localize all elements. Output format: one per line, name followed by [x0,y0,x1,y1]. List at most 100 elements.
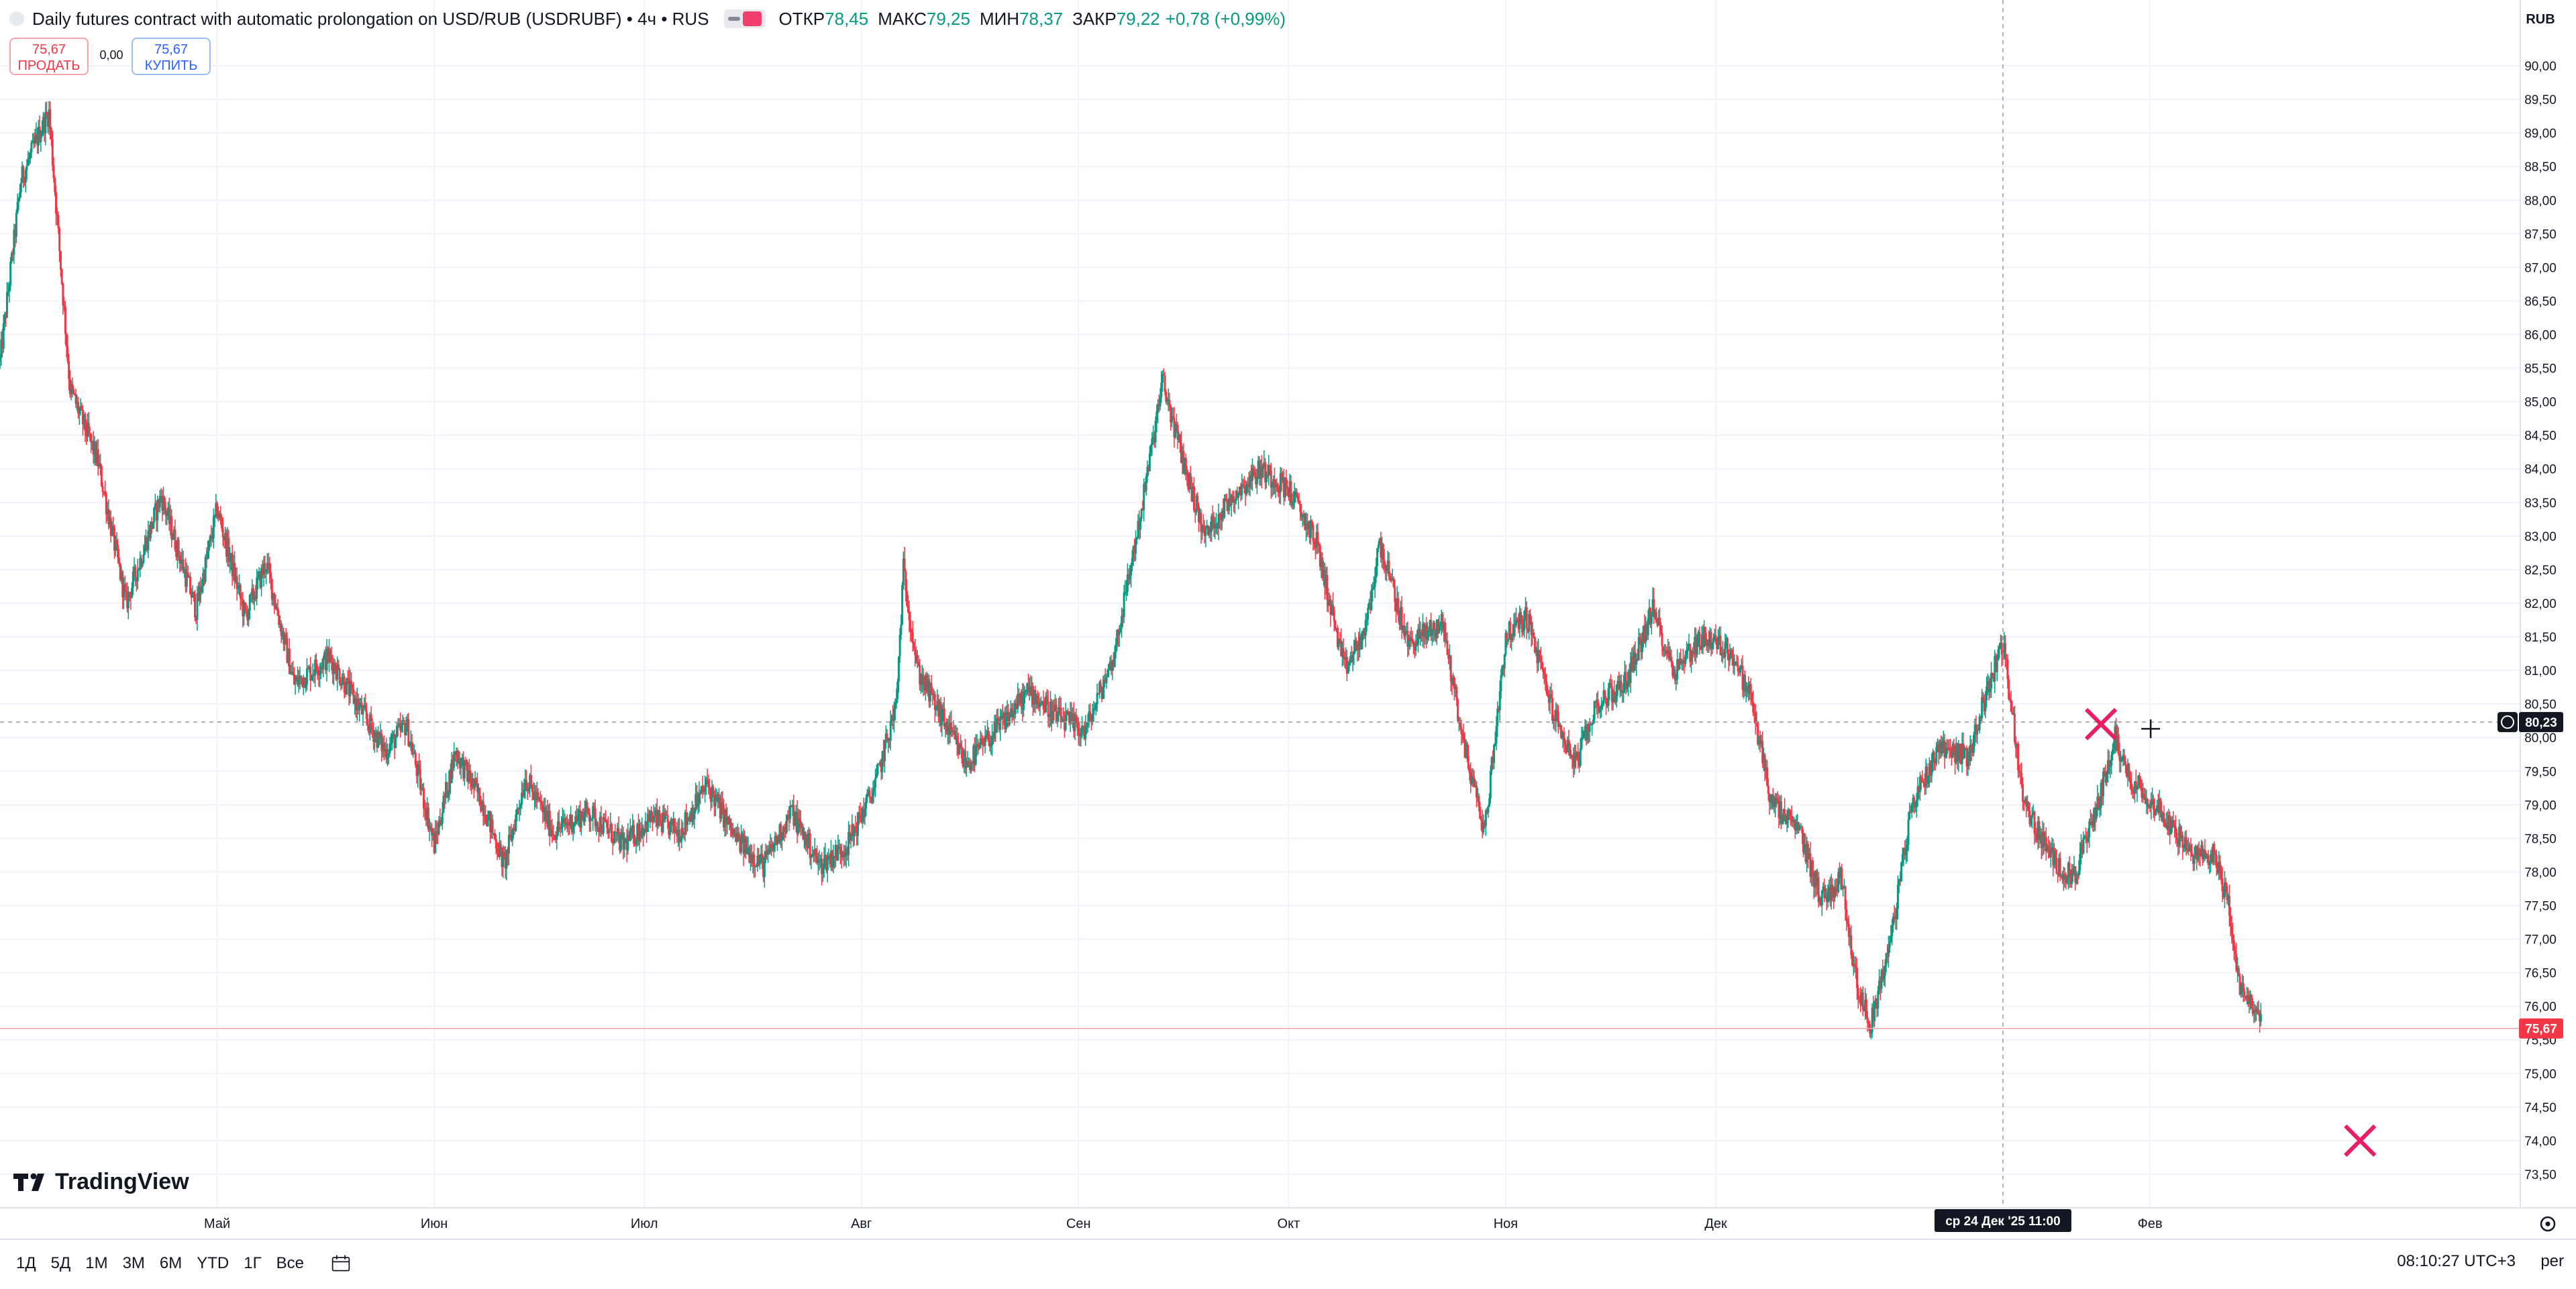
percent-toggle[interactable]: per [2540,1252,2564,1270]
candle-body [1810,860,1813,877]
candle-body [1616,680,1619,685]
candle-body [944,721,947,727]
candle-body [559,828,562,829]
candle-body [866,793,868,798]
candle-body [1359,635,1362,650]
legend-toggle-icon[interactable] [723,9,766,28]
candle-body [444,795,446,798]
candle-body [1557,711,1559,727]
candle-body [205,557,208,558]
candle-body [687,819,690,821]
candle-body [2161,813,2164,821]
range-buttons: 1Д 5Д 1М 3М 6М YTD 1Г Все [0,1254,304,1273]
candle-body [300,676,303,678]
range-button[interactable]: 6М [159,1254,183,1272]
candle-body [1361,631,1363,650]
candle-body [824,854,827,859]
candle-body [856,831,858,836]
candle-body [780,838,783,841]
candle-body [970,762,972,770]
range-button[interactable]: 1Г [244,1254,262,1272]
candle-body [2250,994,2253,1009]
candle-body [886,733,888,741]
candle-body [365,710,368,719]
candle-body [2071,869,2074,874]
candle-body [17,198,20,203]
candle-body [195,617,197,621]
range-button[interactable]: YTD [197,1254,229,1272]
candle-body [1115,644,1117,653]
candle-body [278,615,280,625]
candle-body [550,830,552,837]
settings-gear-icon[interactable] [2540,1216,2556,1232]
y-tick-label: 87,50 [2524,227,2557,242]
candle-body [433,833,435,853]
buy-button[interactable]: 75,67 КУПИТЬ [132,38,211,75]
candle-body [1865,999,1867,1018]
add-alert-icon[interactable] [2497,712,2518,733]
candle-body [265,569,268,573]
candle-body [404,723,407,735]
range-button[interactable]: 1Д [16,1254,36,1272]
candle-body [515,814,517,831]
candle-body [442,795,445,813]
candle-body [176,539,178,557]
symbol-title[interactable]: Daily futures contract with automatic pr… [32,8,709,29]
candle-body [1538,650,1541,657]
candle-body [1555,709,1558,712]
candle-body [2166,823,2169,830]
candle-body [62,283,64,306]
candle-body [2165,823,2167,827]
candle-body [1094,708,1096,710]
candle-body [1918,786,1920,792]
candle-body [542,805,544,813]
currency-label[interactable]: RUB [2526,12,2555,27]
y-axis[interactable]: 73,5074,0074,5075,0075,5076,0076,5077,00… [2497,0,2563,1232]
candle-body [319,666,322,670]
candle-body [1841,868,1843,889]
range-button[interactable]: 3М [122,1254,145,1272]
candle-body [1631,656,1633,663]
candle-body [1536,648,1539,664]
candle-body [126,592,129,609]
candle-body [635,839,637,845]
candle-body [529,775,531,788]
range-button[interactable]: Все [276,1254,304,1272]
candle-body [480,801,483,811]
calendar-icon[interactable] [331,1254,351,1273]
candle-body [627,835,629,851]
candle-body [1049,701,1052,715]
sell-button[interactable]: 75,67 ПРОДАТЬ [9,38,89,75]
range-button[interactable]: 5Д [50,1254,71,1272]
candle-body [2210,854,2212,863]
candle-body [101,486,104,492]
candle-body [236,576,238,589]
candle-body [30,142,33,152]
candle-body [643,829,646,835]
candle-body [332,662,335,674]
candle-body [2232,933,2234,941]
candle-body [736,832,739,842]
candle-body [2174,826,2177,833]
bottom-toolbar: 1Д 5Д 1М 3М 6М YTD 1Г Все 08:10:27 UTC+3 per [0,1239,2576,1287]
candle-body [535,792,538,801]
clock[interactable]: 08:10:27 UTC+3 [2397,1252,2516,1270]
range-button[interactable]: 1М [85,1254,108,1272]
candle-body [488,811,491,815]
candle-body [943,708,945,727]
candle-body [1034,690,1037,705]
candle-body [1230,495,1233,505]
candle-body [623,840,626,849]
candle-body [1225,501,1228,502]
candle-body [727,817,729,825]
candle-body [2033,811,2036,834]
candle-body [1584,725,1586,731]
tradingview-logo[interactable]: TradingView [13,1169,189,1195]
candle-body [270,578,273,600]
candle-body [1863,1010,1865,1012]
candle-body [1335,627,1338,629]
candle-body [1247,483,1249,485]
